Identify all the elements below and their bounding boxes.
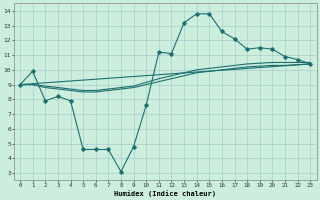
X-axis label: Humidex (Indice chaleur): Humidex (Indice chaleur) [114,190,216,197]
